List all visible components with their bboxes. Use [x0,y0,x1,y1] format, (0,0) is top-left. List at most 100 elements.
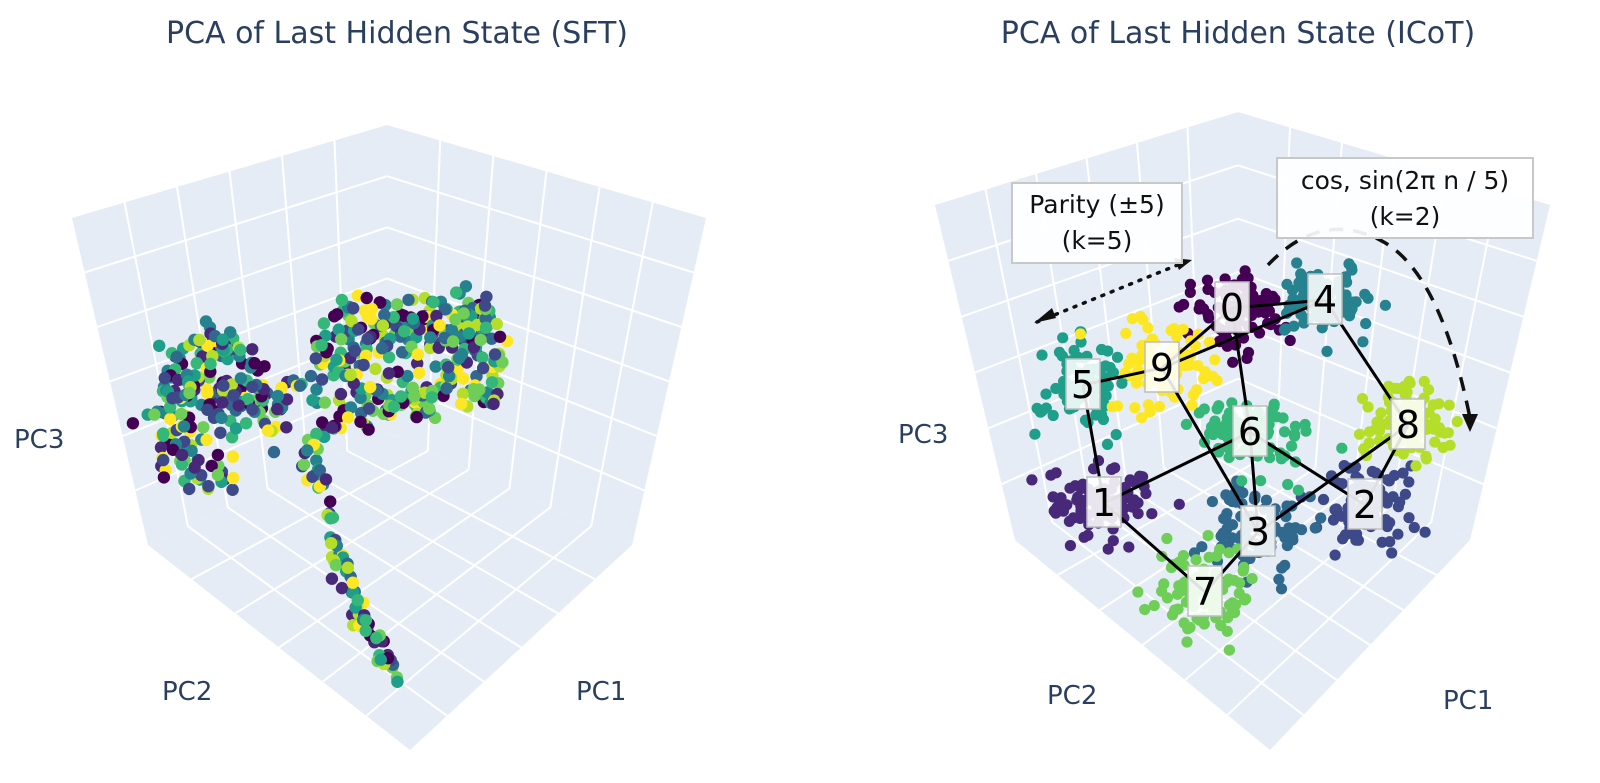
icot-point-class-7 [1190,554,1202,566]
icot-point-class-9 [1185,335,1197,347]
icot-point-class-2 [1382,474,1394,486]
sft-point [204,357,217,371]
icot-point-class-0 [1261,304,1273,317]
icot-point-class-1 [1107,535,1119,547]
icot-point-class-0 [1178,298,1190,311]
icot-point-class-2 [1392,528,1404,540]
sft-point [351,593,364,607]
sft-point [334,387,348,401]
icot-point-class-6 [1271,411,1283,423]
sft-point [365,312,378,326]
sft-point [205,459,218,473]
sft-point [490,317,503,331]
icot-point-class-3 [1206,496,1218,508]
sft-point [177,420,191,433]
icot-point-class-9 [1153,400,1165,413]
sft-point [226,450,240,463]
icot-point-class-5 [1068,344,1080,357]
icot-point-class-6 [1213,400,1225,412]
icot-digit-box-6 [1232,405,1268,457]
sft-point [391,675,404,688]
sft-pane-2 [148,432,632,750]
icot-point-class-3 [1221,507,1233,520]
icot-point-class-9 [1074,328,1086,340]
sft-point [457,307,470,320]
sft-point [365,302,378,316]
icot-point-class-6 [1180,418,1192,430]
sft-3d-scene [72,125,706,750]
icot-digit-label-7: 7 [1193,570,1217,614]
icot-point-class-5 [1110,429,1122,441]
fourier-annotation: cos, sin(2π n / 5) (k=2) [1276,157,1534,239]
sft-point [430,309,443,323]
sft-point [341,561,355,574]
sft-point [427,295,440,309]
sft-point [197,421,210,434]
icot-point-class-9 [1192,328,1204,340]
icot-point-class-7 [1223,573,1235,585]
icot-digit-box-9 [1144,341,1180,393]
icot-point-class-9 [1136,412,1148,424]
icot-point-class-2 [1387,491,1399,503]
icot-point-class-9 [1186,399,1198,411]
sft-point [241,393,254,406]
icot-point-class-8 [1423,407,1435,419]
parity-annotation-box [1011,182,1183,264]
sft-point [335,333,348,346]
icot-point-class-1 [1050,467,1062,479]
fourier-arrow-head [1462,414,1478,432]
sft-point [329,558,343,572]
icot-point-class-1 [1064,540,1076,552]
sft-point [215,411,228,425]
sft-point [330,308,344,321]
sft-point [476,351,489,364]
icot-digit-labels: 0 1 2 3 4 5 6 7 8 9 [1065,273,1426,617]
icot-point-class-8 [1420,453,1432,465]
sft-point [424,331,437,344]
sft-point [267,445,281,459]
icot-point-class-6 [1288,430,1301,442]
sft-point [217,379,230,392]
icot-title: PCA of Last Hidden State (ICoT) [1001,16,1475,51]
icot-point-class-7 [1158,578,1170,590]
icot-point-class-2 [1403,476,1415,488]
sft-point [376,319,390,332]
icot-point-class-3 [1260,494,1272,506]
sft-point [158,371,171,385]
sft-point [232,399,245,412]
icot-point-class-4 [1291,257,1303,269]
icot-point-class-9 [1203,336,1215,348]
icot-point-class-7 [1234,577,1246,589]
sft-point [201,403,214,416]
icot-point-class-0 [1253,327,1266,339]
icot-digit-label-3: 3 [1246,510,1270,554]
sft-point [297,458,311,471]
sft-point [479,312,492,325]
sft-point [175,407,188,421]
sft-point [309,352,322,365]
sft-point [369,362,382,376]
sft-point [496,356,509,369]
sft-point [157,471,171,484]
icot-point-class-3 [1289,522,1301,534]
parity-annotation: Parity (±5) (k=5) [1011,182,1183,264]
sft-point [226,483,239,496]
sft-point [234,372,248,385]
icot-point-class-0 [1184,286,1196,298]
sft-point [423,402,436,415]
sft-point [214,426,227,439]
sft-point [154,441,168,454]
sft-point [126,417,140,430]
icot-point-class-4 [1278,324,1290,336]
icot-point-class-3 [1279,559,1291,571]
icot-point-class-8 [1439,427,1451,439]
sft-point [462,327,476,340]
icot-point-class-0 [1241,352,1253,364]
icot-point-class-1 [1140,488,1152,500]
icot-point-class-4 [1357,336,1369,348]
sft-point [315,373,329,386]
icot-point-class-1 [1057,505,1069,517]
sft-point [324,495,337,508]
icot-point-class-6 [1300,425,1312,437]
sft-point [227,471,240,485]
